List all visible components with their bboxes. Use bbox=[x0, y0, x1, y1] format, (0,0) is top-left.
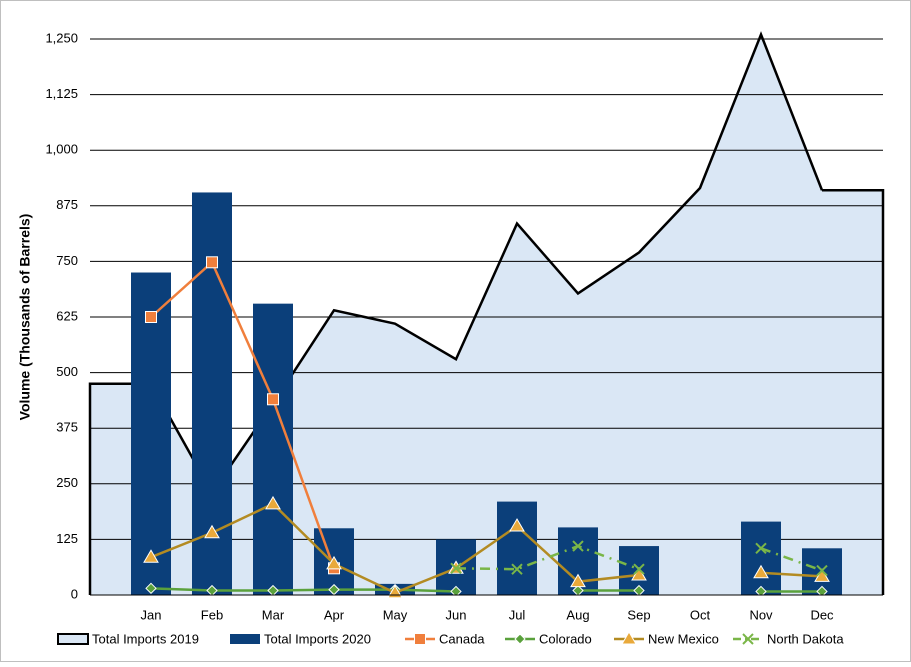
marker bbox=[816, 585, 828, 598]
legend-swatch bbox=[57, 633, 89, 645]
legend-label: Total Imports 2020 bbox=[264, 631, 371, 646]
legend-item: Canada bbox=[405, 631, 485, 646]
marker bbox=[326, 555, 342, 570]
marker bbox=[514, 633, 526, 645]
legend-label: Colorado bbox=[539, 631, 592, 646]
marker bbox=[816, 564, 828, 577]
x-tick-label: Sep bbox=[627, 607, 650, 622]
legend-item: New Mexico bbox=[614, 631, 719, 646]
y-tick-label: 125 bbox=[56, 531, 78, 546]
legend-item: Total Imports 2020 bbox=[230, 631, 371, 646]
y-tick-label: 375 bbox=[56, 420, 78, 435]
y-tick-label: 500 bbox=[56, 364, 78, 379]
x-tick-label: Jan bbox=[141, 607, 162, 622]
series-line bbox=[455, 544, 823, 572]
bar bbox=[253, 303, 293, 595]
marker bbox=[450, 562, 462, 575]
y-axis-label: Volume (Thousands of Barrels) bbox=[17, 214, 33, 421]
marker bbox=[755, 585, 767, 598]
x-tick-label: Oct bbox=[690, 607, 711, 622]
marker bbox=[145, 311, 157, 323]
area bbox=[151, 34, 822, 595]
legend-item: Colorado bbox=[505, 631, 592, 646]
marker bbox=[511, 563, 523, 575]
marker bbox=[753, 564, 769, 579]
y-tick-label: 875 bbox=[56, 197, 78, 212]
bar bbox=[741, 521, 781, 595]
marker bbox=[509, 518, 525, 532]
y-tick-label: 250 bbox=[56, 475, 78, 490]
bar bbox=[497, 501, 537, 595]
x-tick-label: Nov bbox=[749, 607, 773, 622]
marker bbox=[265, 495, 281, 510]
marker bbox=[621, 631, 637, 645]
x-tick-label: Feb bbox=[201, 607, 223, 622]
legend-item: Total Imports 2019 bbox=[57, 631, 199, 646]
marker bbox=[145, 582, 157, 595]
x-tick-label: Dec bbox=[810, 607, 834, 622]
x-tick-label: Jun bbox=[446, 607, 467, 622]
series-line bbox=[150, 260, 336, 569]
y-tick-label: 1,250 bbox=[45, 30, 78, 45]
marker bbox=[267, 393, 279, 406]
marker bbox=[742, 633, 754, 645]
marker bbox=[206, 256, 218, 269]
legend-item: North Dakota bbox=[733, 631, 844, 646]
marker bbox=[267, 584, 279, 597]
y-tick-label: 625 bbox=[56, 308, 78, 323]
x-tick-label: Apr bbox=[324, 607, 345, 622]
marker bbox=[572, 584, 584, 597]
legend: Total Imports 2019 Total Imports 2020 Cana… bbox=[57, 631, 844, 646]
marker bbox=[143, 549, 159, 563]
legend-label: Total Imports 2019 bbox=[92, 631, 199, 646]
x-tick-label: Mar bbox=[262, 607, 285, 622]
legend-swatch bbox=[230, 634, 260, 644]
y-tick-label: 750 bbox=[56, 253, 78, 268]
marker bbox=[414, 633, 426, 645]
marker bbox=[572, 540, 584, 552]
marker bbox=[755, 542, 767, 555]
legend-label: New Mexico bbox=[648, 631, 719, 646]
area-edge bbox=[88, 188, 885, 595]
area-edge bbox=[822, 190, 883, 595]
marker bbox=[633, 584, 645, 597]
y-tick-label: 1,000 bbox=[45, 142, 78, 157]
bar bbox=[131, 272, 171, 595]
marker bbox=[633, 563, 645, 575]
marker bbox=[206, 584, 218, 597]
marker bbox=[450, 585, 462, 598]
marker bbox=[570, 573, 586, 588]
x-tick-label: Jul bbox=[509, 607, 526, 622]
y-tick-label: 1,125 bbox=[45, 86, 78, 101]
legend-label: Canada bbox=[439, 631, 485, 646]
x-tick-label: May bbox=[383, 607, 408, 622]
x-tick-label: Aug bbox=[566, 607, 589, 622]
legend-label: North Dakota bbox=[767, 631, 844, 646]
marker bbox=[204, 524, 220, 539]
y-tick-label: 0 bbox=[71, 586, 78, 601]
